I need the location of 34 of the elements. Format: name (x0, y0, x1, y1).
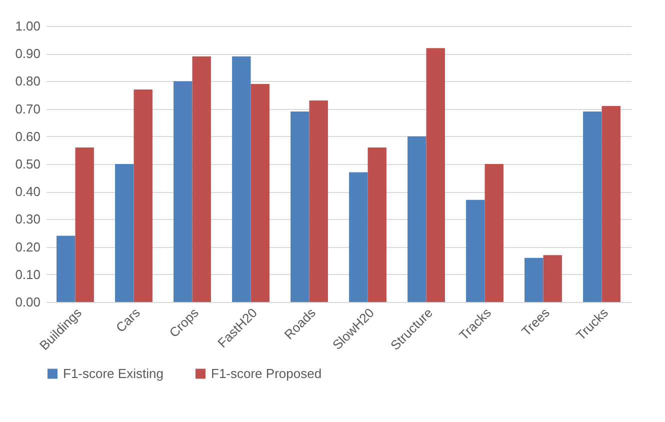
y-tick-label: 0.10 (15, 266, 40, 282)
bar (408, 136, 426, 302)
bar (290, 112, 310, 302)
bar (115, 164, 134, 302)
legend-label: F1-score Existing (63, 366, 164, 381)
x-tick-label: Cars (112, 304, 144, 336)
legend-label: F1-score Proposed (211, 366, 322, 381)
bar (134, 89, 152, 302)
bar (75, 147, 94, 302)
bar (426, 48, 445, 302)
y-tick-label: 0.50 (15, 156, 40, 172)
bar (349, 172, 368, 302)
y-tick-label: 1.00 (15, 18, 40, 34)
y-tick-label: 0.00 (15, 294, 40, 310)
bar (250, 84, 270, 302)
bar (232, 56, 251, 302)
y-tick-label: 0.40 (15, 184, 40, 200)
bar (583, 112, 602, 302)
bar (524, 258, 544, 302)
bar (174, 81, 192, 302)
bar (602, 106, 620, 302)
y-tick-label: 0.60 (15, 128, 40, 144)
y-tick-label: 0.30 (15, 212, 40, 227)
y-tick-label: 0.70 (15, 101, 40, 116)
bar (466, 200, 485, 302)
y-tick-label: 0.90 (15, 46, 40, 62)
y-tick-label: 0.20 (15, 239, 40, 254)
y-tick-label: 0.80 (15, 74, 40, 89)
bar (192, 56, 211, 302)
bar (56, 236, 76, 302)
bar (309, 100, 328, 302)
bar (484, 164, 504, 302)
bar (543, 255, 562, 302)
bar (368, 147, 386, 302)
